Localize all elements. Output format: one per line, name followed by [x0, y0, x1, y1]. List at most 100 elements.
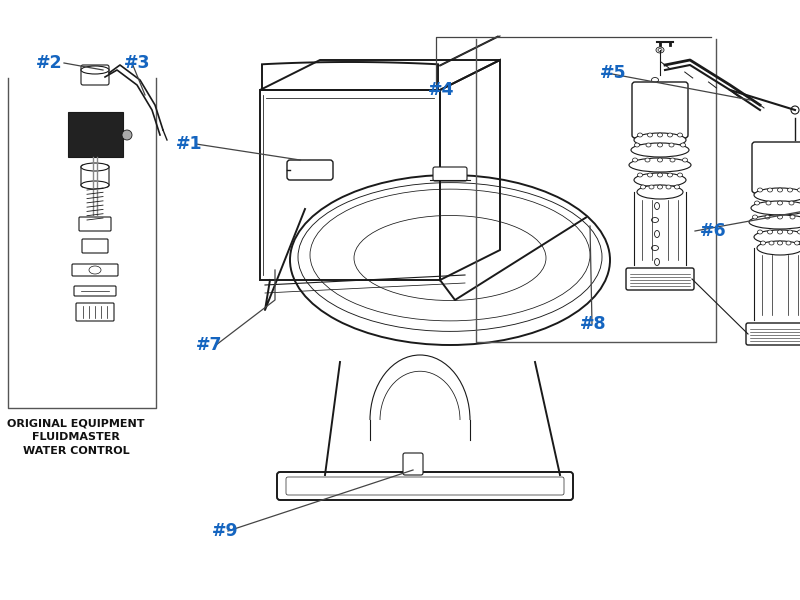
Ellipse shape: [649, 185, 654, 189]
Ellipse shape: [794, 241, 799, 245]
Ellipse shape: [681, 143, 686, 147]
Ellipse shape: [767, 188, 773, 192]
Ellipse shape: [658, 173, 662, 177]
Ellipse shape: [633, 158, 638, 162]
Ellipse shape: [678, 133, 682, 137]
Ellipse shape: [669, 143, 674, 147]
Ellipse shape: [651, 77, 658, 82]
Ellipse shape: [798, 230, 800, 234]
Ellipse shape: [787, 230, 793, 234]
Ellipse shape: [758, 188, 762, 192]
Ellipse shape: [631, 143, 689, 157]
Ellipse shape: [654, 175, 659, 181]
Ellipse shape: [678, 173, 682, 177]
FancyBboxPatch shape: [286, 477, 564, 495]
Ellipse shape: [757, 241, 800, 255]
Ellipse shape: [787, 188, 793, 192]
Ellipse shape: [778, 230, 782, 234]
Text: FLUIDMASTER: FLUIDMASTER: [32, 432, 120, 442]
Ellipse shape: [645, 158, 650, 162]
Ellipse shape: [651, 133, 658, 139]
Ellipse shape: [637, 185, 683, 199]
FancyBboxPatch shape: [746, 323, 800, 345]
Ellipse shape: [666, 185, 671, 189]
FancyBboxPatch shape: [626, 268, 694, 290]
Ellipse shape: [651, 106, 658, 110]
Text: #9: #9: [212, 522, 238, 540]
FancyBboxPatch shape: [752, 142, 800, 193]
Ellipse shape: [81, 163, 109, 171]
Ellipse shape: [81, 66, 109, 74]
Ellipse shape: [761, 241, 766, 245]
FancyBboxPatch shape: [76, 303, 114, 321]
Ellipse shape: [753, 215, 758, 219]
FancyBboxPatch shape: [82, 239, 108, 253]
FancyBboxPatch shape: [287, 160, 333, 180]
Ellipse shape: [766, 201, 771, 205]
Text: #3: #3: [124, 54, 150, 72]
Ellipse shape: [651, 190, 658, 194]
Ellipse shape: [751, 201, 800, 215]
Ellipse shape: [778, 241, 782, 245]
Text: WATER CONTROL: WATER CONTROL: [22, 446, 130, 456]
FancyBboxPatch shape: [79, 217, 111, 231]
Ellipse shape: [754, 230, 800, 244]
Text: #8: #8: [580, 315, 606, 333]
Ellipse shape: [651, 217, 658, 223]
Ellipse shape: [646, 143, 651, 147]
Ellipse shape: [754, 188, 800, 202]
Text: #2: #2: [36, 54, 62, 72]
Text: #5: #5: [600, 64, 626, 82]
Ellipse shape: [654, 230, 659, 238]
Ellipse shape: [670, 158, 675, 162]
Ellipse shape: [767, 230, 773, 234]
FancyBboxPatch shape: [277, 472, 573, 500]
Ellipse shape: [634, 143, 639, 147]
Text: #6: #6: [700, 222, 726, 240]
Ellipse shape: [658, 133, 662, 137]
Ellipse shape: [789, 201, 794, 205]
FancyBboxPatch shape: [403, 453, 423, 475]
Ellipse shape: [647, 133, 653, 137]
Ellipse shape: [778, 215, 782, 219]
Text: #1: #1: [176, 135, 202, 153]
FancyBboxPatch shape: [74, 286, 116, 296]
Ellipse shape: [798, 188, 800, 192]
Ellipse shape: [754, 201, 759, 205]
Ellipse shape: [638, 133, 642, 137]
Ellipse shape: [667, 133, 673, 137]
Text: ORIGINAL EQUIPMENT: ORIGINAL EQUIPMENT: [7, 418, 145, 428]
Ellipse shape: [778, 188, 782, 192]
Text: #4: #4: [428, 81, 454, 99]
Ellipse shape: [641, 185, 646, 189]
FancyBboxPatch shape: [68, 112, 123, 157]
Ellipse shape: [682, 158, 687, 162]
Ellipse shape: [667, 173, 673, 177]
Ellipse shape: [638, 173, 642, 177]
Text: #7: #7: [196, 336, 222, 354]
FancyBboxPatch shape: [72, 264, 118, 276]
Ellipse shape: [89, 266, 101, 274]
Ellipse shape: [749, 215, 800, 229]
Ellipse shape: [658, 185, 662, 189]
Ellipse shape: [654, 91, 659, 97]
Ellipse shape: [769, 241, 774, 245]
Ellipse shape: [778, 201, 782, 205]
Ellipse shape: [651, 245, 658, 251]
Ellipse shape: [758, 230, 762, 234]
Ellipse shape: [658, 158, 662, 162]
Ellipse shape: [656, 47, 664, 53]
Ellipse shape: [654, 146, 659, 154]
Ellipse shape: [81, 181, 109, 189]
FancyBboxPatch shape: [433, 167, 467, 181]
Ellipse shape: [647, 173, 653, 177]
Ellipse shape: [658, 49, 662, 52]
Ellipse shape: [654, 202, 659, 209]
FancyBboxPatch shape: [632, 82, 688, 138]
Ellipse shape: [654, 118, 659, 125]
Ellipse shape: [634, 133, 686, 147]
Ellipse shape: [651, 161, 658, 166]
Ellipse shape: [122, 130, 132, 140]
FancyBboxPatch shape: [81, 165, 109, 187]
Ellipse shape: [674, 185, 679, 189]
